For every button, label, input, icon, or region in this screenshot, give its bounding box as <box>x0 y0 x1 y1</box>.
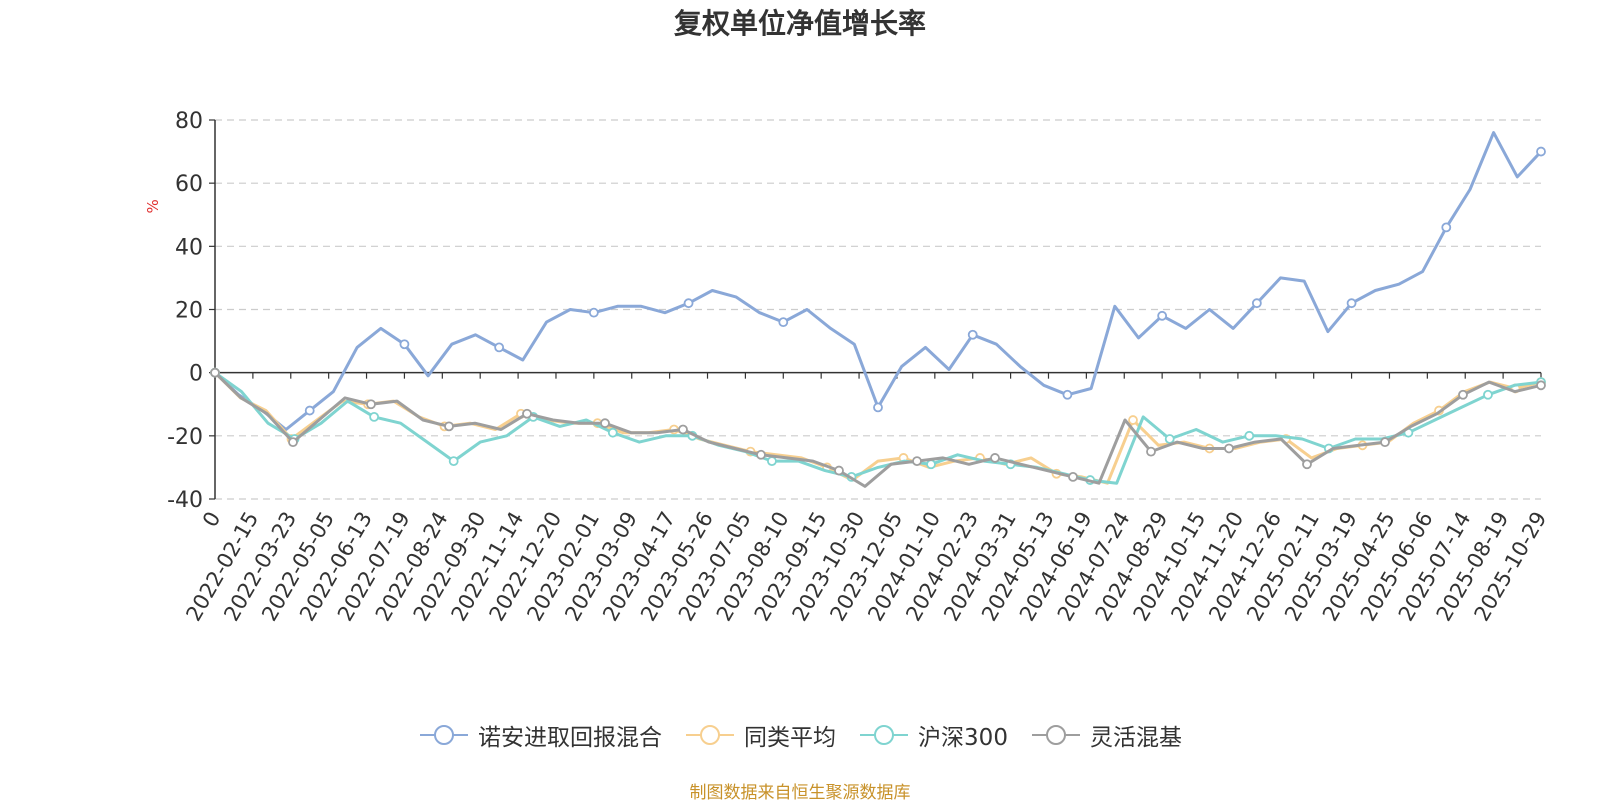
series-point <box>1157 310 1168 321</box>
legend-circle <box>874 725 895 745</box>
series-point <box>1146 446 1156 457</box>
series-point <box>1483 389 1493 400</box>
series-point <box>990 453 1000 463</box>
series-point <box>369 411 380 422</box>
legend: 诺安进取回报混合 同类平均 沪深300 灵活混基 <box>0 718 1600 752</box>
legend-marker-icon <box>420 725 469 745</box>
series-point <box>756 449 766 460</box>
legend-marker-icon <box>1031 725 1080 745</box>
y-tick-label: -20 <box>167 425 203 450</box>
legend-label: 沪深300 <box>918 725 1008 751</box>
series-point <box>778 317 789 328</box>
legend-circle <box>1045 725 1066 745</box>
series-point <box>494 342 505 353</box>
legend-marker-icon <box>686 725 735 745</box>
series-point <box>288 437 298 448</box>
legend-item[interactable]: 灵活混基 <box>1030 718 1182 752</box>
series-point <box>1128 415 1138 425</box>
series-point <box>926 459 936 470</box>
series-point <box>1244 430 1255 441</box>
series-point <box>607 427 618 438</box>
legend-item[interactable]: 诺安进取回报混合 <box>418 718 662 752</box>
series-point <box>448 456 459 467</box>
series-point <box>600 418 610 429</box>
series-point <box>1062 389 1073 400</box>
series-point <box>873 402 883 413</box>
series-point <box>1536 146 1546 157</box>
series-point <box>1164 434 1175 444</box>
series-line-2 <box>214 371 1542 485</box>
series-point <box>767 456 777 467</box>
series-point <box>1251 298 1262 309</box>
series-line-3 <box>213 371 1542 488</box>
y-tick-label: -40 <box>167 488 203 513</box>
series-point <box>588 307 599 318</box>
y-tick-label: 0 <box>189 362 203 387</box>
series-point <box>967 329 978 340</box>
legend-label: 灵活混基 <box>1089 725 1182 751</box>
series-point <box>366 399 376 410</box>
legend-item[interactable]: 同类平均 <box>684 718 836 752</box>
series-point <box>1441 222 1452 233</box>
series-point <box>210 367 220 378</box>
series-point <box>1346 298 1357 309</box>
legend-marker-icon <box>860 725 909 745</box>
y-tick-label: 60 <box>175 172 203 197</box>
series-line-0 <box>213 131 1543 431</box>
series-point <box>678 424 688 435</box>
legend-item[interactable]: 沪深300 <box>858 718 1008 752</box>
y-tick-label: 40 <box>175 235 203 260</box>
series-point <box>1536 380 1546 391</box>
series-point <box>1380 437 1390 448</box>
legend-label: 诺安进取回报混合 <box>478 725 663 751</box>
y-axis-unit: % <box>144 199 162 213</box>
series-lines <box>210 131 1546 488</box>
x-tick-label: 0 <box>198 508 225 532</box>
legend-circle <box>434 725 455 745</box>
series-point <box>834 465 844 476</box>
series-point <box>444 421 454 432</box>
legend-circle <box>700 725 721 745</box>
series-point <box>912 456 922 467</box>
series-point <box>304 405 315 416</box>
y-tick-label: 80 <box>175 109 203 134</box>
series-point <box>522 408 532 419</box>
gridlines <box>215 119 1541 500</box>
series-point <box>1224 443 1234 454</box>
axis-labels: -40-20020406080%02022-02-152022-03-23202… <box>144 109 1551 625</box>
series-point <box>1458 389 1468 400</box>
series-point <box>683 298 694 309</box>
y-tick-label: 20 <box>175 299 203 324</box>
series-point <box>399 339 410 350</box>
source-note: 制图数据来自恒生聚源数据库 <box>689 783 911 803</box>
series-point <box>1068 471 1078 482</box>
series-point <box>1302 459 1312 470</box>
axes <box>209 119 1542 500</box>
legend-label: 同类平均 <box>744 725 837 751</box>
chart-title: 复权单位净值增长率 <box>673 7 926 40</box>
